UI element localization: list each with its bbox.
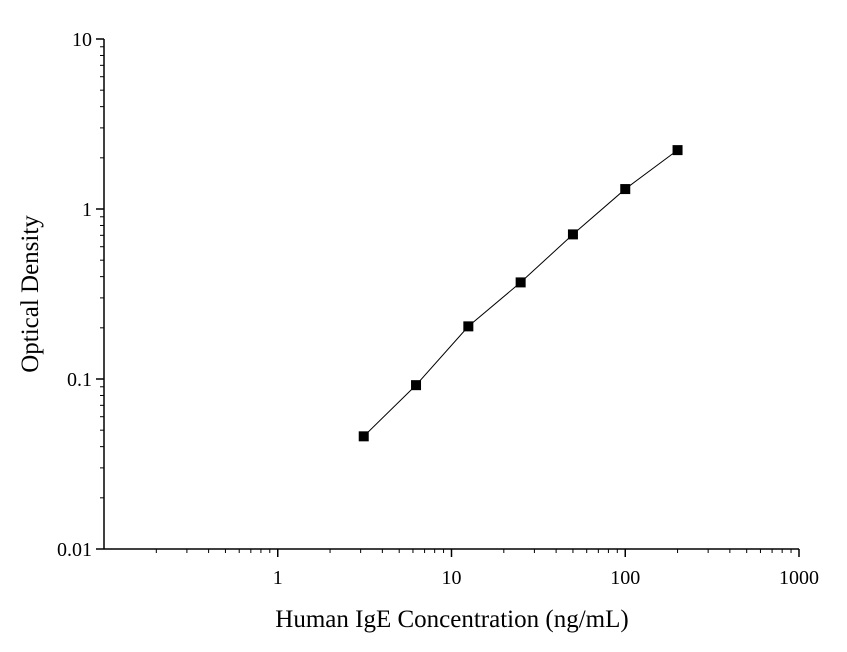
x-tick-label: 1 — [273, 567, 283, 589]
y-tick-label: 10 — [72, 29, 92, 51]
series-line — [363, 149, 678, 437]
series-layer — [358, 145, 683, 442]
data-point — [620, 184, 631, 195]
data-point — [358, 431, 369, 442]
axes-layer: 1 10 100 1000 0.01 0.1 1 10 — [57, 29, 819, 589]
x-axis-title: Human IgE Concentration (ng/mL) — [275, 606, 628, 633]
data-point — [515, 277, 526, 288]
data-point — [411, 380, 422, 391]
data-point — [672, 145, 683, 156]
y-tick-label: 0.01 — [57, 539, 92, 561]
x-tick-label: 1000 — [779, 567, 819, 589]
y-tick-label: 1 — [82, 199, 92, 221]
data-point — [463, 321, 474, 332]
x-tick-label: 100 — [610, 567, 640, 589]
y-tick-label: 0.1 — [67, 369, 92, 391]
x-tick-label: 10 — [442, 567, 462, 589]
y-axis-title: Optical Density — [17, 215, 44, 373]
data-point — [567, 229, 578, 240]
